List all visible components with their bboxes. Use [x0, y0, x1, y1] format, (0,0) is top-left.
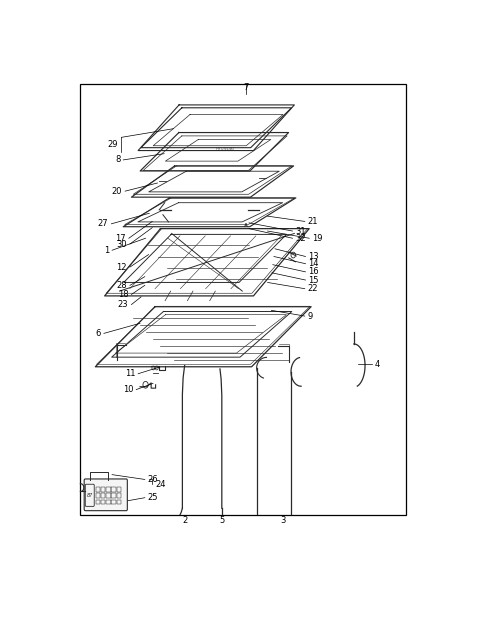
Text: 22: 22	[308, 284, 318, 293]
Text: 11: 11	[125, 369, 135, 378]
Text: 29: 29	[107, 140, 118, 149]
Text: 9: 9	[308, 311, 313, 321]
Bar	[106, 487, 110, 492]
Bar	[96, 494, 100, 498]
Bar	[96, 487, 100, 492]
Text: 7: 7	[243, 82, 249, 92]
Bar	[101, 500, 106, 504]
Text: 21: 21	[308, 217, 318, 226]
Bar	[96, 500, 100, 504]
Bar	[117, 494, 121, 498]
Text: HYUNDAI: HYUNDAI	[216, 147, 235, 151]
Text: 31: 31	[296, 227, 306, 235]
Text: 13: 13	[309, 252, 319, 261]
Text: 16: 16	[309, 267, 319, 276]
Bar	[106, 500, 110, 504]
Bar	[111, 494, 116, 498]
Text: 87: 87	[86, 493, 93, 498]
Text: 14: 14	[309, 259, 319, 268]
Text: 20: 20	[112, 187, 122, 196]
Text: 8: 8	[115, 155, 120, 165]
Bar	[111, 487, 116, 492]
Bar	[117, 487, 121, 492]
Bar	[117, 500, 121, 504]
Text: 32: 32	[296, 234, 306, 243]
FancyBboxPatch shape	[84, 479, 127, 510]
Text: 10: 10	[123, 385, 133, 394]
Text: 5: 5	[219, 516, 225, 525]
Text: 18: 18	[118, 290, 129, 299]
Text: 17: 17	[115, 234, 126, 243]
Text: 15: 15	[309, 276, 319, 285]
Text: 23: 23	[118, 300, 129, 309]
Text: 24: 24	[155, 480, 166, 489]
Text: 27: 27	[98, 219, 108, 228]
Text: 12: 12	[117, 263, 127, 271]
Bar	[81, 84, 406, 515]
Text: 4: 4	[375, 359, 380, 369]
Text: 3: 3	[280, 516, 286, 525]
Text: 25: 25	[147, 493, 158, 502]
Text: 30: 30	[116, 240, 127, 248]
Text: 1: 1	[104, 246, 109, 255]
Text: 26: 26	[147, 475, 158, 484]
Text: 19: 19	[312, 234, 323, 243]
Bar	[106, 494, 110, 498]
Bar	[101, 487, 106, 492]
Bar	[101, 494, 106, 498]
Bar	[111, 500, 116, 504]
Text: 28: 28	[116, 281, 127, 290]
Text: 6: 6	[96, 329, 101, 338]
Text: 2: 2	[182, 516, 187, 525]
